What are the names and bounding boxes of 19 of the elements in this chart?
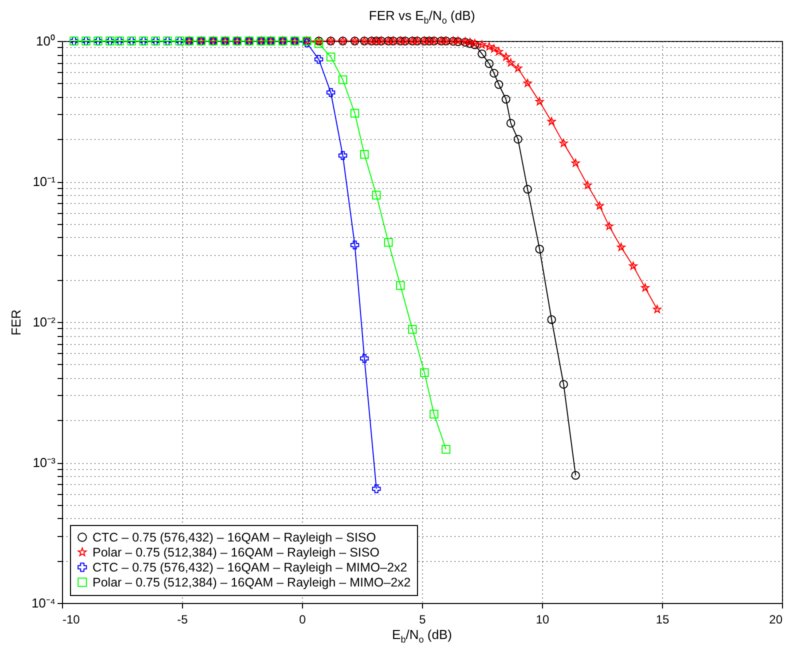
x-tick-label: 10 bbox=[536, 612, 550, 626]
y-tick-label: 10⁻³ bbox=[32, 455, 56, 470]
x-tick-label: 20 bbox=[769, 612, 783, 626]
legend-label: CTC – 0.75 (576,432) – 16QAM – Rayleigh – SISO bbox=[92, 530, 376, 544]
y-axis-title: FER bbox=[8, 310, 24, 336]
x-tick-label: 15 bbox=[656, 612, 670, 626]
x-tick-label: 0 bbox=[299, 612, 306, 626]
y-tick-label: 10⁻¹ bbox=[32, 174, 56, 189]
legend-label: CTC – 0.75 (576,432) – 16QAM – Rayleigh – MIMO–2x2 bbox=[92, 560, 408, 574]
x-tick-label: -10 bbox=[62, 612, 80, 626]
y-tick-label: 10⁰ bbox=[36, 34, 56, 48]
y-tick-label: 10⁻² bbox=[32, 314, 56, 330]
chart-title: FER vs E$_{b}$/N$_{o}$ (dB) bbox=[368, 8, 476, 26]
legend-label: Polar – 0.75 (512,384) – 16QAM – Rayleigh – MIMO–2x2 bbox=[92, 575, 411, 590]
x-tick-label: 5 bbox=[419, 612, 426, 626]
x-axis-title: E$_{b}$/N$_{o}$ (dB) bbox=[391, 627, 453, 645]
legend-label: Polar – 0.75 (512,384) – 16QAM – Rayleigh – SISO bbox=[92, 545, 380, 560]
x-tick-label: -5 bbox=[177, 612, 188, 626]
y-tick-label: 10⁻⁴ bbox=[31, 596, 56, 610]
